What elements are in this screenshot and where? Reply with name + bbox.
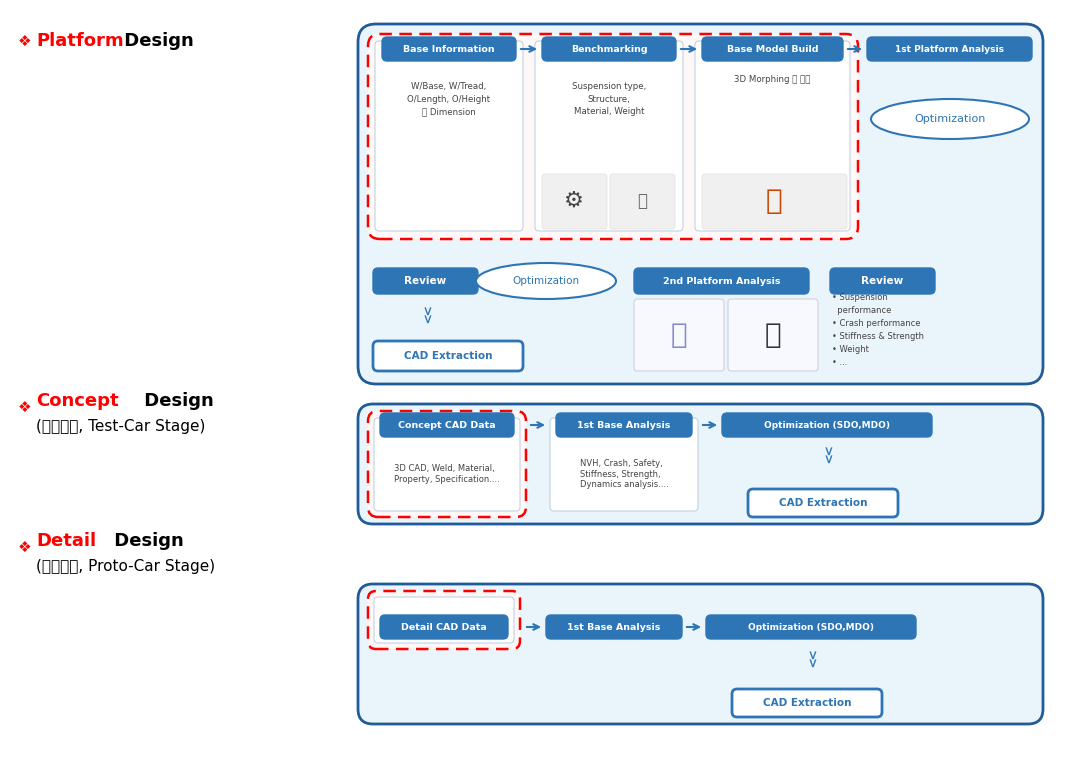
Text: CAD Extraction: CAD Extraction [404, 351, 492, 361]
FancyBboxPatch shape [728, 299, 818, 371]
Text: • Crash performance: • Crash performance [831, 319, 921, 328]
Text: Design: Design [118, 32, 194, 50]
FancyBboxPatch shape [634, 268, 809, 294]
FancyBboxPatch shape [368, 34, 858, 239]
Ellipse shape [871, 99, 1029, 139]
Text: Optimization: Optimization [513, 276, 580, 286]
Text: Concept: Concept [36, 392, 118, 410]
FancyBboxPatch shape [368, 411, 526, 517]
FancyBboxPatch shape [867, 37, 1032, 61]
FancyBboxPatch shape [373, 268, 478, 294]
Text: Detail: Detail [36, 532, 96, 550]
FancyBboxPatch shape [706, 615, 916, 639]
Text: performance: performance [831, 306, 891, 315]
FancyBboxPatch shape [382, 37, 516, 61]
Text: CAD Extraction: CAD Extraction [763, 698, 852, 708]
FancyBboxPatch shape [546, 615, 682, 639]
Text: • Stiffness & Strength: • Stiffness & Strength [831, 332, 924, 341]
Text: >: > [419, 314, 432, 324]
Text: (개념설계, Test-Car Stage): (개념설계, Test-Car Stage) [36, 418, 206, 433]
Text: ❖: ❖ [18, 33, 32, 48]
Text: CAD Extraction: CAD Extraction [779, 498, 868, 508]
Text: Optimization: Optimization [915, 114, 986, 124]
FancyBboxPatch shape [542, 174, 607, 229]
Text: Optimization (SDO,MDO): Optimization (SDO,MDO) [764, 421, 890, 429]
FancyBboxPatch shape [748, 489, 898, 517]
FancyBboxPatch shape [358, 584, 1043, 724]
Text: 3D CAD, Weld, Material,
Property, Specification....: 3D CAD, Weld, Material, Property, Specif… [394, 464, 500, 484]
Text: • Weight: • Weight [831, 345, 869, 354]
FancyBboxPatch shape [373, 341, 523, 371]
Text: 🚙: 🚙 [764, 321, 781, 349]
Text: Concept CAD Data: Concept CAD Data [399, 421, 496, 429]
FancyBboxPatch shape [550, 418, 698, 511]
Text: Platform: Platform [36, 32, 124, 50]
FancyBboxPatch shape [732, 689, 882, 717]
Text: Design: Design [108, 532, 183, 550]
Text: 1st Base Analysis: 1st Base Analysis [567, 622, 661, 632]
Text: Base Information: Base Information [403, 44, 495, 54]
FancyBboxPatch shape [535, 41, 683, 231]
Text: ⚙: ⚙ [564, 191, 584, 211]
Text: ❖: ❖ [18, 540, 32, 555]
Text: Optimization (SDO,MDO): Optimization (SDO,MDO) [748, 622, 874, 632]
Text: >: > [820, 446, 833, 456]
Text: >: > [419, 305, 432, 316]
Text: Detail CAD Data: Detail CAD Data [401, 622, 487, 632]
Text: 🚙: 🚙 [765, 187, 782, 215]
Text: Suspension type,
Structure,
Material, Weight: Suspension type, Structure, Material, We… [571, 82, 646, 116]
Text: Review: Review [404, 276, 447, 286]
FancyBboxPatch shape [542, 37, 676, 61]
Text: NVH, Crash, Safety,
Stiffness, Strength,
Dynamics analysis....: NVH, Crash, Safety, Stiffness, Strength,… [580, 459, 668, 489]
Text: W/Base, W/Tread,
O/Length, O/Height
등 Dimension: W/Base, W/Tread, O/Length, O/Height 등 Di… [407, 82, 490, 116]
FancyBboxPatch shape [830, 268, 935, 294]
FancyBboxPatch shape [368, 591, 520, 649]
FancyBboxPatch shape [610, 174, 675, 229]
Text: • Suspension: • Suspension [831, 293, 888, 302]
Ellipse shape [477, 263, 616, 299]
FancyBboxPatch shape [374, 597, 514, 643]
Text: 3D Morphing 등 이용: 3D Morphing 등 이용 [733, 75, 810, 83]
Text: Review: Review [861, 276, 904, 286]
Text: • ...: • ... [831, 358, 847, 367]
Text: 1st Platform Analysis: 1st Platform Analysis [895, 44, 1004, 54]
FancyBboxPatch shape [702, 37, 843, 61]
FancyBboxPatch shape [695, 41, 850, 231]
Text: 🚗: 🚗 [637, 192, 647, 210]
Text: 🚗: 🚗 [671, 321, 688, 349]
FancyBboxPatch shape [702, 174, 847, 229]
Text: (상세설계, Proto-Car Stage): (상세설계, Proto-Car Stage) [36, 559, 215, 573]
Text: Benchmarking: Benchmarking [570, 44, 647, 54]
Text: Base Model Build: Base Model Build [727, 44, 819, 54]
Text: >: > [820, 453, 833, 464]
Text: Design: Design [138, 392, 214, 410]
Text: 2nd Platform Analysis: 2nd Platform Analysis [663, 277, 780, 285]
FancyBboxPatch shape [358, 404, 1043, 524]
FancyBboxPatch shape [375, 41, 523, 231]
FancyBboxPatch shape [556, 413, 692, 437]
FancyBboxPatch shape [374, 418, 520, 511]
FancyBboxPatch shape [379, 413, 514, 437]
FancyBboxPatch shape [634, 299, 724, 371]
Text: 1st Base Analysis: 1st Base Analysis [578, 421, 671, 429]
FancyBboxPatch shape [379, 615, 508, 639]
Text: ❖: ❖ [18, 400, 32, 414]
Text: >: > [804, 650, 817, 661]
Text: >: > [804, 657, 817, 668]
FancyBboxPatch shape [722, 413, 932, 437]
FancyBboxPatch shape [358, 24, 1043, 384]
